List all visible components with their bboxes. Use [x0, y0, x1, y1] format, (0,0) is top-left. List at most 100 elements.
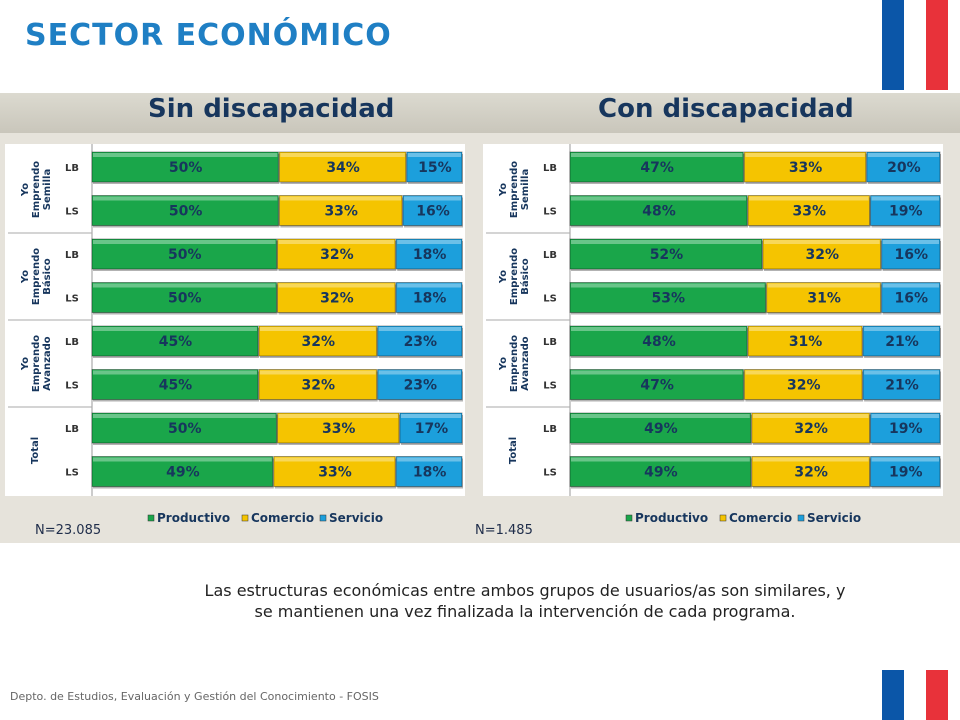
bar-highlight — [93, 414, 276, 418]
data-label: 33% — [318, 465, 352, 481]
bar-highlight — [278, 240, 395, 244]
legend-label-servicio: Servicio — [807, 511, 861, 525]
bar-highlight — [278, 283, 395, 288]
flag-red-stripe — [926, 0, 948, 90]
group-label-line: Emprendo — [31, 161, 42, 218]
data-label: 50% — [168, 421, 202, 437]
legend-label-servicio: Servicio — [329, 511, 383, 525]
data-label: 47% — [640, 378, 674, 394]
bar-highlight — [749, 196, 869, 201]
bar-comercio — [743, 151, 867, 183]
bar-highlight — [274, 457, 395, 462]
data-label: 31% — [807, 291, 841, 307]
data-label: 53% — [652, 291, 686, 307]
bar-servicio — [395, 282, 463, 313]
bar-comercio — [743, 369, 863, 400]
bar-highlight — [571, 283, 765, 288]
row-label: LS — [65, 294, 79, 305]
row-label: LB — [65, 163, 79, 174]
legend-label-productivo: Productivo — [635, 511, 708, 525]
data-label: 18% — [413, 465, 447, 481]
bar-productivo — [569, 325, 748, 357]
data-label: 18% — [413, 291, 447, 307]
bar-comercio — [747, 195, 871, 226]
data-label: 50% — [168, 291, 202, 307]
data-label: 49% — [166, 465, 200, 481]
bar-comercio — [278, 195, 403, 226]
data-label: 48% — [642, 204, 676, 220]
bar-comercio — [762, 238, 882, 270]
bar-highlight — [93, 153, 278, 157]
n-label-sin: N=23.085 — [35, 523, 102, 538]
data-label: 50% — [169, 160, 203, 176]
group-label: YoEmprendoAvanzado — [498, 335, 531, 392]
legend-label-comercio: Comercio — [729, 511, 792, 525]
data-label: 32% — [302, 378, 336, 394]
bar-highlight — [749, 327, 862, 331]
data-label: 33% — [322, 421, 356, 437]
bar-highlight — [404, 196, 461, 201]
data-label: 45% — [159, 378, 193, 394]
group-label-line: Emprendo — [509, 161, 520, 218]
bar-productivo — [91, 412, 277, 444]
legend-swatch-productivo — [147, 514, 155, 522]
row-label: LB — [65, 337, 79, 348]
group-label-line: Semilla — [520, 169, 531, 210]
bar-highlight — [871, 457, 939, 462]
bar-highlight — [93, 327, 257, 331]
bar-highlight — [571, 414, 750, 418]
row-label: LS — [543, 207, 557, 218]
bar-highlight — [93, 370, 257, 375]
group-label-line: Total — [30, 437, 41, 464]
bar-servicio — [395, 238, 463, 270]
data-label: 33% — [789, 160, 823, 176]
bar-highlight — [571, 196, 747, 201]
bar-productivo — [569, 412, 752, 444]
group-label: YoEmprendoSemilla — [20, 161, 53, 218]
data-label: 33% — [793, 204, 827, 220]
bar-productivo — [569, 456, 752, 487]
group-label-line: Yo — [498, 270, 509, 284]
bar-highlight — [752, 457, 869, 462]
bar-highlight — [571, 327, 747, 331]
bar-productivo — [569, 282, 767, 313]
footer-text: Depto. de Estudios, Evaluación y Gestión… — [10, 690, 379, 703]
bar-highlight — [93, 196, 278, 201]
group-label-line: Emprendo — [31, 335, 42, 392]
bar-productivo — [91, 238, 277, 270]
bar-highlight — [571, 457, 750, 462]
subtitle-band — [0, 93, 960, 133]
row-label: LB — [543, 424, 557, 435]
bar-highlight — [397, 240, 461, 244]
bar-servicio — [862, 325, 941, 357]
bar-productivo — [569, 151, 744, 183]
bar-highlight — [882, 283, 939, 288]
data-label: 45% — [159, 334, 193, 350]
group-label: Total — [508, 437, 519, 464]
chile-flag-icon — [882, 0, 948, 90]
bar-comercio — [278, 151, 407, 183]
bar-highlight — [882, 240, 939, 244]
bar-highlight — [745, 153, 865, 157]
bar-highlight — [93, 283, 276, 288]
bar-highlight — [745, 370, 862, 375]
row-label: LS — [65, 468, 79, 479]
data-label: 19% — [889, 204, 923, 220]
bar-productivo — [91, 195, 279, 226]
bar-comercio — [258, 369, 378, 400]
legend-swatch-servicio — [797, 514, 805, 522]
bar-servicio — [881, 238, 941, 270]
bar-comercio — [273, 456, 396, 487]
bar-highlight — [280, 196, 402, 201]
summary-note: Las estructuras económicas entre ambos g… — [204, 581, 846, 621]
bar-comercio — [751, 412, 871, 444]
data-label: 33% — [324, 204, 358, 220]
bar-highlight — [871, 414, 939, 418]
data-label: 18% — [413, 247, 447, 263]
bar-productivo — [91, 325, 259, 357]
group-label-line: Básico — [519, 258, 531, 295]
data-label: 49% — [644, 421, 678, 437]
bar-servicio — [862, 369, 941, 400]
bar-productivo — [91, 456, 274, 487]
